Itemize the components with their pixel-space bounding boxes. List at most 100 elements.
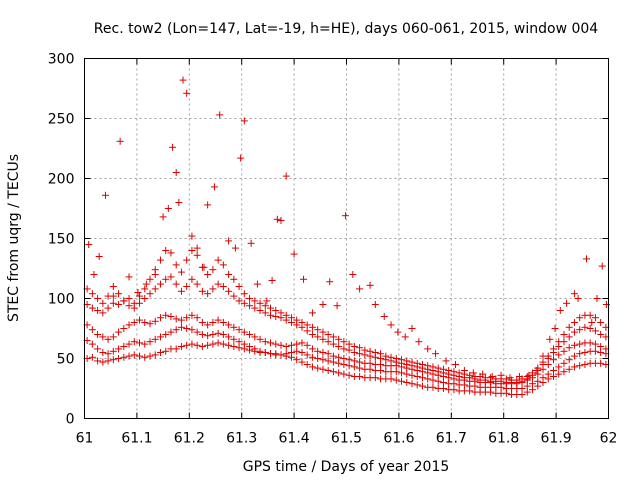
data-point [293, 356, 301, 364]
data-point [287, 341, 295, 349]
data-point [230, 335, 238, 343]
data-point [293, 316, 301, 324]
data-point [120, 353, 128, 361]
data-point [340, 345, 348, 353]
data-point [109, 347, 117, 355]
data-point [324, 350, 332, 358]
x-tick-labels: 61 61.1 61.2 61.3 61.4 61.5 61.6 61.7 61.8 61.9 62 [76, 431, 618, 447]
x-tick-label: 61.6 [383, 431, 414, 447]
data-point [434, 377, 442, 385]
data-point [429, 376, 437, 384]
data-point [240, 117, 248, 125]
data-point [333, 302, 341, 310]
chart-title: Rec. tow2 (Lon=147, Lat=-19, h=HE), days… [94, 21, 598, 37]
data-point [429, 383, 437, 391]
data-point [109, 299, 117, 307]
data-point [591, 340, 599, 348]
data-point [109, 333, 117, 341]
data-point [225, 321, 233, 329]
data-point [314, 355, 322, 362]
data-point [424, 362, 432, 370]
data-point [88, 340, 96, 348]
data-point [156, 333, 164, 341]
data-point [267, 304, 275, 312]
data-point [539, 374, 547, 382]
data-point [95, 253, 103, 260]
data-point [555, 338, 563, 346]
data-point [345, 371, 353, 379]
data-point [277, 309, 285, 317]
data-point [225, 271, 233, 278]
data-point [398, 356, 406, 364]
data-point [219, 340, 227, 348]
data-point [502, 375, 510, 383]
data-point [125, 352, 133, 360]
data-point [141, 285, 149, 293]
data-point [324, 331, 332, 338]
data-point [209, 285, 217, 293]
data-point [246, 302, 254, 310]
data-point [188, 326, 196, 334]
data-point [204, 271, 212, 278]
data-point [94, 345, 102, 353]
data-point [282, 172, 290, 180]
data-point [576, 350, 584, 358]
data-point [293, 340, 301, 348]
data-point [177, 323, 185, 331]
data-point [193, 280, 201, 288]
data-point [570, 319, 578, 326]
data-point [177, 287, 185, 295]
data-point [115, 301, 123, 308]
data-point [115, 355, 123, 362]
data-point [125, 321, 133, 329]
data-point [146, 320, 154, 328]
data-point [546, 335, 554, 343]
data-point [183, 256, 191, 264]
data-point [560, 331, 568, 338]
data-point [565, 323, 573, 331]
data-point [141, 295, 149, 302]
data-point [350, 349, 358, 356]
data-point [371, 301, 379, 308]
data-point [193, 314, 201, 322]
data-point [565, 365, 573, 373]
data-point [214, 316, 222, 324]
x-tick-label: 61.5 [331, 431, 362, 447]
data-point [99, 349, 107, 356]
data-point [515, 373, 523, 380]
data-point [539, 358, 547, 366]
data-point [172, 280, 180, 288]
data-point [141, 340, 149, 348]
data-point [240, 290, 248, 298]
data-point [156, 349, 164, 356]
data-point [237, 154, 245, 162]
data-point [371, 349, 379, 356]
x-tick-label: 61.7 [436, 431, 467, 447]
data-point [115, 328, 123, 336]
data-point [570, 290, 578, 298]
data-point [497, 371, 505, 379]
data-point [120, 325, 128, 332]
data-point [593, 295, 601, 302]
data-point [151, 351, 159, 359]
data-point [230, 275, 238, 283]
data-point [591, 327, 599, 335]
data-point [104, 357, 112, 365]
data-point [136, 316, 144, 324]
data-point [120, 297, 128, 305]
data-point [586, 325, 594, 332]
data-point [314, 333, 322, 341]
data-point [277, 217, 285, 224]
data-point [366, 365, 374, 373]
data-point [418, 361, 426, 368]
data-point [214, 256, 222, 264]
data-point [125, 302, 133, 310]
data-point [513, 376, 521, 384]
data-point [225, 287, 233, 295]
data-point [382, 352, 390, 360]
data-point [549, 356, 557, 364]
data-point [177, 268, 185, 276]
data-point [136, 292, 144, 300]
data-point [130, 338, 138, 346]
data-point [116, 137, 124, 145]
